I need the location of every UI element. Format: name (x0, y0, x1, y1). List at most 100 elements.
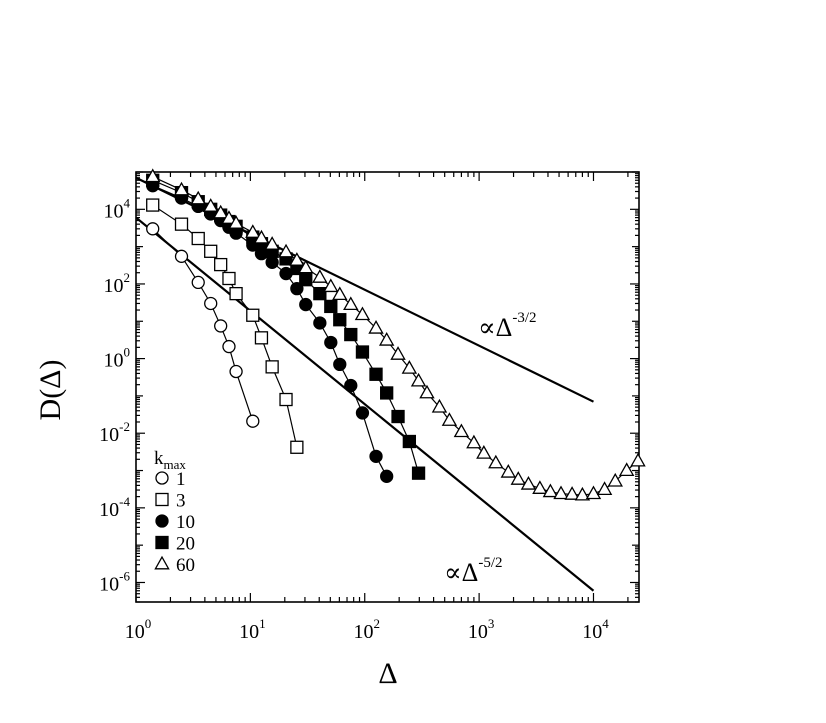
data-point (564, 486, 580, 500)
data-point (146, 222, 160, 236)
data-point (190, 190, 206, 205)
data-point (402, 434, 417, 449)
data-point (299, 273, 313, 287)
data-point (510, 471, 526, 485)
data-point (532, 480, 548, 494)
data-point (355, 406, 370, 420)
data-point (378, 332, 395, 346)
data-point (202, 198, 219, 212)
data-point (380, 469, 394, 483)
data-point (411, 466, 426, 480)
data-point (488, 454, 504, 469)
legend-label: 20 (176, 534, 195, 555)
data-point (246, 414, 260, 428)
data-point (204, 296, 218, 311)
data-point (264, 236, 280, 250)
data-point (630, 452, 646, 467)
data-point (596, 481, 613, 495)
data-point (431, 398, 448, 413)
legend-title: kmax (154, 448, 186, 472)
data-point (344, 327, 358, 342)
data-point (368, 320, 384, 334)
data-point (279, 392, 293, 407)
data-point (229, 286, 243, 301)
data-point (574, 486, 591, 501)
data-point (221, 210, 237, 224)
data-point (174, 217, 189, 231)
reference-line (136, 216, 595, 592)
data-point (253, 229, 270, 244)
y-tick-label: 10-4 (99, 494, 130, 521)
x-tick-label: 104 (582, 616, 609, 643)
data-point (204, 244, 218, 258)
y-tick-label: 100 (104, 345, 131, 372)
x-axis-title: Δ (378, 657, 397, 690)
data-point (369, 367, 383, 381)
data-point (191, 275, 205, 290)
data-point (369, 449, 383, 463)
y-axis-title: D(Δ) (34, 360, 67, 421)
data-point (312, 269, 328, 283)
legend-label: 1 (176, 469, 186, 490)
data-point (441, 412, 458, 426)
data-point (354, 306, 371, 321)
data-point (466, 434, 482, 449)
data-point (299, 297, 313, 312)
data-point (401, 360, 418, 374)
data-point (290, 440, 304, 454)
y-tick-label: 10-2 (99, 419, 130, 446)
y-tick-label: 104 (104, 195, 131, 222)
data-point (313, 286, 327, 301)
data-point (585, 485, 602, 500)
data-point (214, 319, 228, 333)
data-point (333, 313, 347, 327)
data-point (380, 386, 394, 400)
legend-label: 10 (176, 512, 195, 533)
data-point (222, 271, 236, 286)
data-point (222, 339, 236, 354)
legend-label: 60 (176, 555, 195, 576)
data-point (542, 483, 559, 498)
data-point (191, 231, 205, 246)
data-point (174, 249, 189, 263)
y-tick-label: 102 (104, 270, 131, 297)
data-point (323, 278, 339, 293)
data-point (278, 243, 294, 258)
legend-marker (155, 492, 169, 507)
data-point (419, 384, 435, 399)
data-point (245, 224, 261, 238)
data-point (391, 409, 405, 424)
data-point (145, 168, 161, 183)
data-point (333, 357, 347, 372)
data-point (214, 257, 228, 272)
data-point (390, 346, 406, 360)
legend-marker (154, 555, 170, 570)
data-point (553, 485, 569, 500)
data-point (313, 316, 327, 330)
legend-marker (155, 514, 169, 528)
legend-marker (155, 535, 169, 550)
data-point (228, 215, 244, 229)
y-tick-label: 10-6 (99, 568, 130, 595)
x-tick-label: 102 (353, 616, 380, 643)
data-point (500, 464, 517, 478)
data-point (343, 296, 359, 311)
reference-line-label: ∝Δ-3/2 (478, 310, 537, 342)
plot-frame (135, 171, 640, 603)
data-point (476, 445, 492, 459)
data-point (265, 360, 279, 374)
data-point (254, 331, 269, 345)
legend-marker (155, 471, 169, 485)
data-point (229, 364, 243, 379)
x-tick-label: 101 (239, 616, 266, 643)
data-point (246, 308, 260, 322)
x-tick-label: 103 (468, 616, 495, 643)
data-point (146, 198, 160, 212)
data-point (607, 472, 623, 487)
data-point (344, 378, 358, 393)
data-point (324, 299, 338, 314)
annotations: ∝Δ-3/2 ∝Δ-5/2 (444, 310, 537, 587)
